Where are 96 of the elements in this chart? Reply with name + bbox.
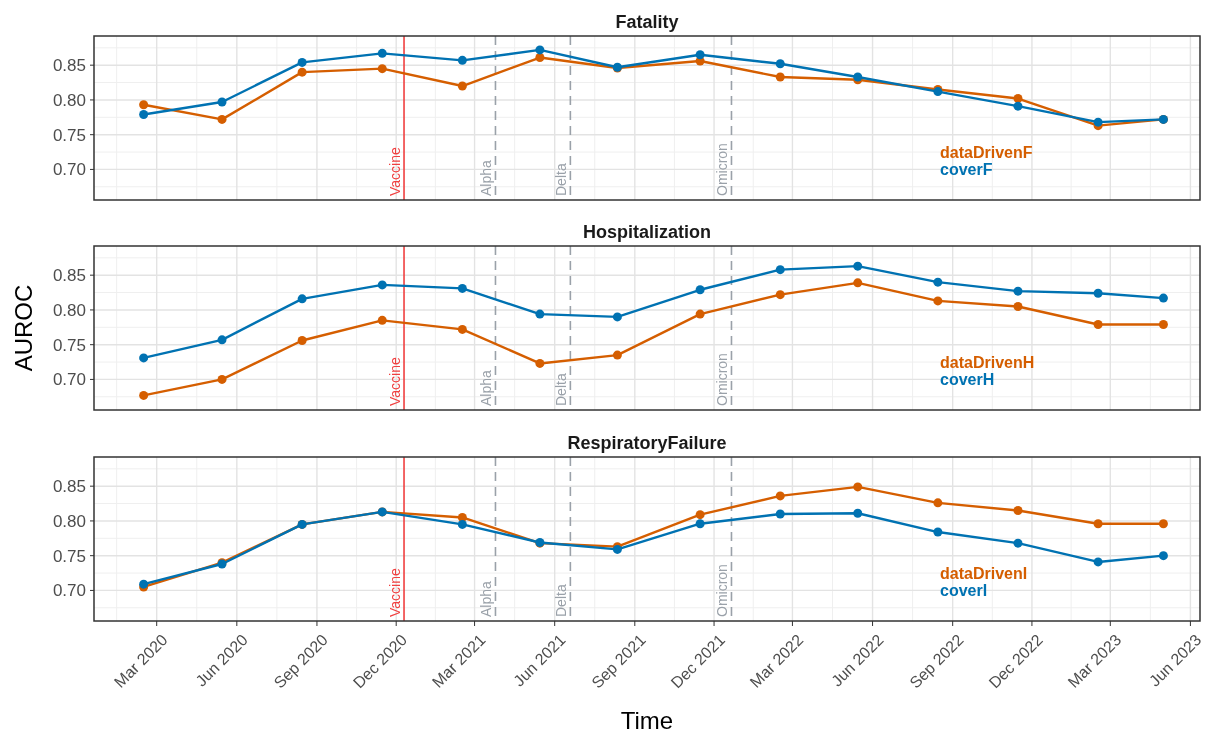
point (775, 265, 785, 275)
point (612, 312, 622, 322)
ref-line-label: Alpha (478, 159, 495, 196)
point (297, 336, 307, 346)
ref-line-label: Delta (553, 163, 570, 196)
text: dataDrivenI (940, 565, 1028, 582)
ref-line-label: Alpha (478, 580, 495, 617)
point (853, 482, 863, 492)
point (853, 508, 863, 518)
ref-line-label: Delta (553, 373, 570, 406)
ref-line-label: Omicron (714, 564, 731, 617)
chart-title: RespiratoryFailure (567, 433, 727, 453)
point (612, 350, 622, 360)
point (377, 315, 387, 325)
point (695, 309, 705, 319)
chart-title: Fatality (615, 12, 679, 32)
point (457, 81, 467, 91)
y-tick-label: 0.75 (52, 335, 86, 355)
point (377, 64, 387, 74)
point (377, 48, 387, 58)
point (217, 374, 227, 384)
point (695, 510, 705, 520)
point (457, 519, 467, 529)
point (1158, 551, 1168, 561)
point (297, 294, 307, 304)
point (1013, 94, 1023, 104)
text: dataDrivenF (940, 144, 1033, 161)
point (933, 277, 943, 287)
point (535, 358, 545, 368)
y-tick-label: 0.85 (52, 477, 86, 497)
ref-line-label: Vaccine (387, 357, 404, 406)
text: coverH (940, 371, 995, 388)
ref-line-label: Omicron (714, 353, 731, 406)
point (457, 55, 467, 65)
text: coverI (940, 582, 988, 599)
y-axis-title: AUROC (10, 284, 37, 372)
point (139, 353, 149, 363)
point (297, 67, 307, 77)
point (1013, 101, 1023, 111)
point (695, 519, 705, 529)
point (853, 261, 863, 271)
point (217, 97, 227, 107)
point (775, 509, 785, 519)
y-tick-label: 0.70 (52, 370, 86, 390)
y-tick-label: 0.70 (52, 160, 86, 180)
point (457, 324, 467, 334)
point (535, 53, 545, 63)
point (853, 278, 863, 288)
point (297, 57, 307, 67)
point (1093, 288, 1103, 298)
point (775, 491, 785, 501)
text: coverF (940, 161, 993, 178)
ref-line-label: Delta (553, 584, 570, 617)
point (139, 110, 149, 120)
point (1158, 320, 1168, 330)
y-tick-label: 0.80 (52, 300, 86, 320)
ref-line-label: Alpha (478, 369, 495, 406)
point (933, 296, 943, 306)
point (775, 59, 785, 69)
point (1013, 506, 1023, 516)
y-tick-label: 0.80 (52, 511, 86, 531)
point (535, 45, 545, 55)
point (933, 498, 943, 508)
point (535, 309, 545, 319)
x-axis-title: Time (620, 707, 674, 734)
point (1093, 557, 1103, 567)
point (217, 335, 227, 345)
point (1013, 538, 1023, 548)
point (139, 390, 149, 400)
point (139, 100, 149, 110)
point (775, 290, 785, 300)
point (457, 283, 467, 293)
point (1093, 519, 1103, 529)
y-tick-label: 0.85 (52, 56, 86, 76)
point (1013, 286, 1023, 296)
point (933, 527, 943, 537)
point (217, 114, 227, 124)
point (1158, 519, 1168, 529)
ref-line-label: Vaccine (387, 568, 404, 617)
point (1093, 117, 1103, 127)
text: dataDrivenH (940, 354, 1035, 371)
y-tick-label: 0.75 (52, 125, 86, 145)
y-tick-label: 0.80 (52, 90, 86, 110)
point (775, 72, 785, 82)
point (1013, 301, 1023, 311)
chart-title: Hospitalization (582, 222, 712, 242)
point (695, 285, 705, 295)
y-tick-label: 0.85 (52, 266, 86, 286)
y-tick-label: 0.70 (52, 581, 86, 601)
y-tick-label: 0.75 (52, 546, 86, 566)
point (1158, 293, 1168, 303)
ref-line-label: Vaccine (387, 147, 404, 196)
point (695, 50, 705, 60)
point (377, 280, 387, 290)
ref-line-label: Omicron (714, 143, 731, 196)
point (1093, 320, 1103, 330)
